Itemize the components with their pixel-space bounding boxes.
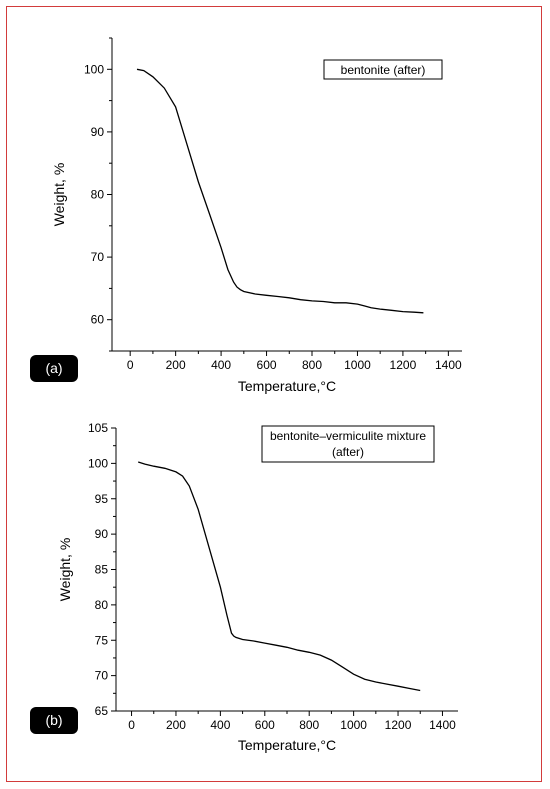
chart-b-legend-text: bentonite–vermiculite mixture [270,429,426,443]
chart-a-panel-label: (a) [45,360,62,376]
chart-a-y-tick-label: 100 [84,62,104,76]
chart-a-y-tick-label: 70 [91,250,105,264]
chart-b-y-tick-label: 85 [95,563,109,577]
chart-a-x-tick-label: 400 [211,358,231,372]
figure-frame [6,6,542,782]
chart-b-y-tick-label: 70 [95,669,109,683]
chart-b-series-line [138,461,421,692]
chart-b-x-tick-label: 400 [210,718,230,732]
chart-a-x-tick-label: 800 [302,358,322,372]
chart-b-x-tick-label: 1000 [340,718,367,732]
chart-b-y-tick-label: 90 [95,527,109,541]
chart-b-legend-box [261,425,435,463]
chart-a-x-tick-label: 600 [257,358,277,372]
chart-a-x-axis-title: Temperature,°C [238,378,336,394]
chart-a-y-axis-title: Weight, % [51,163,67,227]
chart-b-x-tick-label: 200 [166,718,186,732]
chart-b-x-tick-label: 600 [255,718,275,732]
chart-a-x-tick-label: 1400 [435,358,462,372]
chart-b-y-tick-label: 75 [95,633,109,647]
chart-a-y-tick-label: 80 [91,188,105,202]
chart-a-x-tick-label: 1200 [390,358,417,372]
chart-b-legend-text: (after) [332,445,364,459]
chart-b-y-tick-label: 65 [95,704,109,718]
chart-b-y-tick-label: 105 [88,421,108,435]
chart-a-y-tick-label: 90 [91,125,105,139]
chart-a-panel-badge [30,355,78,382]
chart-b-y-axis-title: Weight, % [57,538,73,602]
chart-b-y-tick-label: 100 [88,456,108,470]
chart-b-y-tick-label: 80 [95,598,109,612]
chart-b-x-tick-label: 1200 [385,718,412,732]
chart-a-legend-box [323,59,443,80]
chart-b-y-tick-label: 95 [95,492,109,506]
chart-a-x-tick-label: 0 [127,358,134,372]
chart-a-x-tick-label: 1000 [344,358,371,372]
chart-b-x-axis-title: Temperature,°C [238,737,336,753]
chart-b-x-tick-label: 1400 [429,718,456,732]
chart-b-x-tick-label: 0 [128,718,135,732]
chart-b-panel-label: (b) [45,712,62,728]
chart-a-x-tick-label: 200 [166,358,186,372]
chart-a-y-tick-label: 60 [91,313,105,327]
chart-a-series-line [136,68,424,314]
chart-b-x-tick-label: 800 [299,718,319,732]
chart-b-panel-badge [30,707,78,734]
chart-a-legend-text: bentonite (after) [341,63,426,77]
